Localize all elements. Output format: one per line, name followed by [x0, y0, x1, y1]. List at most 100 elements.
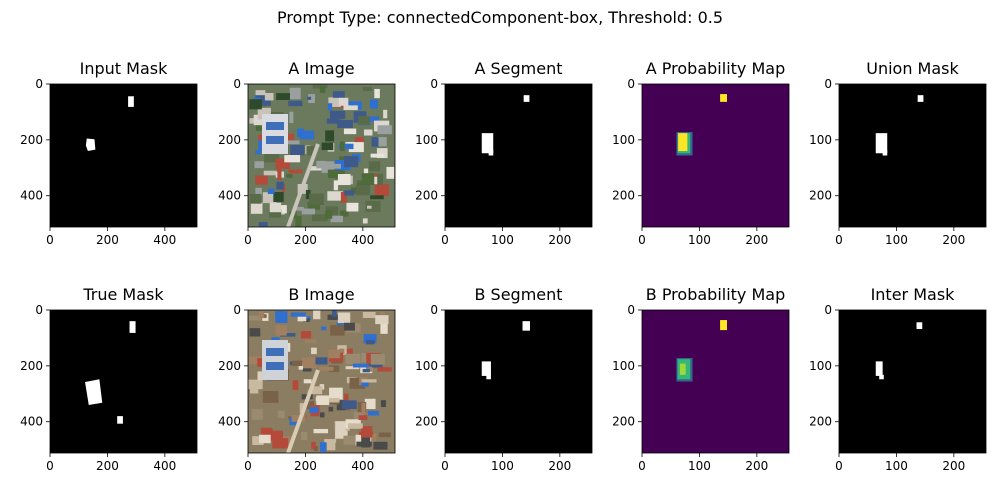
y-tick-label: 100: [809, 359, 832, 373]
image-texture: [321, 142, 334, 151]
axes-frame: [247, 309, 396, 454]
image-texture: [361, 380, 369, 387]
image-texture: [366, 116, 380, 122]
mask-background: [445, 84, 592, 227]
image-texture: [313, 310, 321, 320]
image-texture: [348, 142, 364, 153]
subplot-union-mask: Union Mask 0 100 200 0 100 200: [809, 59, 987, 247]
x-tick-label: 200: [548, 459, 571, 473]
image-building: [266, 348, 284, 356]
image-texture: [363, 168, 369, 177]
image-texture: [327, 191, 343, 201]
image-texture: [249, 99, 262, 110]
image-texture: [290, 144, 305, 156]
x-tick-label: 400: [153, 233, 176, 247]
image-texture: [308, 94, 315, 104]
image-texture: [299, 403, 305, 413]
image-texture: [311, 214, 328, 222]
image-texture: [309, 193, 324, 205]
image-texture: [288, 169, 303, 174]
image-texture: [361, 403, 366, 415]
subplot-title: B Image: [288, 285, 354, 304]
y-tick-label: 100: [809, 133, 832, 147]
image-building: [262, 340, 288, 380]
y-tick-label: 0: [430, 303, 438, 317]
image-building: [266, 362, 284, 370]
image-texture: [328, 406, 334, 412]
image-texture: [316, 160, 326, 169]
y-tick-label: 0: [824, 77, 832, 91]
image-texture: [262, 391, 279, 403]
image-texture: [361, 435, 371, 448]
image-texture: [362, 86, 372, 92]
image-texture: [368, 161, 381, 171]
image-texture: [360, 426, 373, 438]
subplot-title: A Image: [288, 59, 354, 78]
image-texture: [331, 163, 341, 169]
image-texture: [344, 322, 355, 331]
y-tick-label: 0: [35, 77, 43, 91]
mask-region: [481, 133, 494, 154]
mask-region: [879, 374, 884, 380]
probability-region-high: [720, 320, 727, 331]
image-texture: [325, 130, 335, 142]
x-tick-label: 100: [885, 233, 908, 247]
x-tick-label: 100: [491, 459, 514, 473]
image-texture: [255, 94, 271, 106]
image-texture: [307, 201, 321, 210]
y-tick-label: 200: [612, 415, 635, 429]
image-texture: [253, 114, 268, 126]
image-texture: [330, 215, 343, 223]
image-texture: [337, 174, 351, 186]
image-texture: [299, 130, 315, 140]
image-texture: [326, 118, 339, 124]
image-texture: [344, 156, 359, 168]
image-texture: [377, 367, 392, 372]
probability-background: [642, 84, 789, 227]
image-texture: [363, 129, 373, 136]
image-texture: [250, 385, 259, 394]
image-texture: [252, 436, 264, 446]
subplot-a-probability-map: A Probability Map 0 100 200 0 100 200: [612, 59, 790, 247]
image-texture: [362, 311, 376, 319]
image-texture: [380, 400, 387, 408]
image-texture: [269, 202, 282, 213]
image-texture: [336, 400, 346, 411]
image-texture: [301, 208, 316, 215]
subplot-b-image: B Image 0 200 400 0 200 400: [218, 285, 396, 473]
image-building: [266, 122, 284, 130]
x-tick-label: 200: [942, 459, 965, 473]
x-tick-label: 0: [244, 233, 252, 247]
image-texture: [369, 99, 378, 109]
image-texture: [309, 166, 322, 171]
mask-region: [488, 149, 494, 156]
image-texture: [335, 430, 348, 439]
image-texture: [315, 357, 328, 365]
image-texture: [272, 430, 284, 441]
image-texture: [383, 109, 388, 119]
image-texture: [276, 181, 284, 190]
image-texture: [366, 340, 375, 345]
mask-region: [129, 321, 136, 333]
y-tick-label: 0: [627, 77, 635, 91]
image-texture: [300, 331, 312, 339]
image-texture: [254, 161, 264, 169]
image-texture: [370, 353, 385, 365]
mask-region: [875, 133, 888, 154]
image-texture: [280, 205, 287, 214]
image-texture: [320, 412, 325, 418]
mask-region: [917, 95, 924, 102]
image-texture: [316, 395, 330, 405]
image-texture: [250, 202, 263, 214]
image-texture: [366, 205, 372, 209]
image-texture: [386, 166, 395, 179]
image-building: [262, 114, 288, 154]
image-texture: [251, 408, 263, 420]
mask-region: [882, 149, 888, 156]
image-texture: [343, 128, 357, 135]
y-tick-label: 200: [809, 415, 832, 429]
image-texture: [275, 158, 290, 169]
image-texture: [255, 149, 262, 155]
subplot-title: B Probability Map: [646, 285, 786, 304]
